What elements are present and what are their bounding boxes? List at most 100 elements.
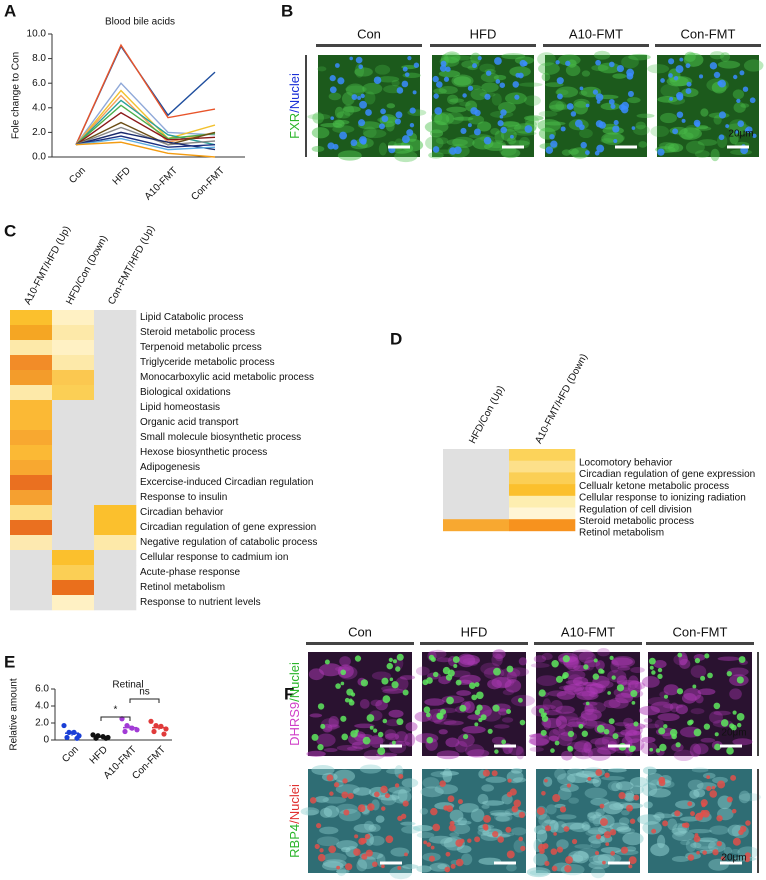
row-label: Response to insulin (140, 492, 227, 503)
data-point (74, 735, 80, 741)
texture (584, 703, 594, 716)
nucleus (506, 850, 515, 859)
texture (336, 745, 358, 751)
texture (436, 750, 460, 760)
texture (614, 722, 630, 727)
nucleus (596, 144, 605, 153)
texture (684, 51, 696, 62)
nucleus (329, 75, 336, 82)
nucleus (404, 852, 408, 857)
texture (357, 733, 373, 739)
texture (400, 821, 416, 826)
texture (453, 76, 472, 86)
nucleus (706, 775, 711, 780)
nucleus (716, 815, 723, 822)
nucleus (381, 864, 385, 869)
nucleus (518, 72, 524, 79)
nucleus (616, 684, 625, 692)
texture (515, 746, 525, 760)
texture (667, 143, 684, 153)
texture (672, 830, 695, 842)
line-series (75, 137, 216, 151)
data-point (122, 728, 128, 735)
texture (359, 764, 382, 774)
heatmap-cell (94, 535, 137, 551)
texture (575, 770, 597, 778)
nucleus (453, 663, 458, 668)
column-label: HFD/Con (Up) (467, 384, 507, 446)
texture (556, 814, 577, 820)
nucleus (739, 70, 745, 76)
texture (669, 702, 679, 713)
nucleus (736, 98, 741, 104)
texture (312, 112, 325, 124)
nucleus (630, 690, 638, 698)
nucleus (402, 689, 409, 696)
texture (524, 95, 541, 106)
nucleus (602, 860, 606, 865)
texture (632, 125, 650, 136)
nucleus (681, 118, 686, 123)
nucleus (317, 744, 324, 751)
texture (457, 653, 476, 668)
nucleus (499, 114, 504, 119)
nucleus (473, 128, 481, 136)
nucleus (485, 70, 492, 76)
nucleus (487, 728, 493, 734)
texture (638, 141, 648, 148)
heatmap-cell (94, 565, 137, 581)
heatmap-cell (52, 385, 95, 401)
nucleus (677, 652, 683, 658)
texture (567, 768, 585, 776)
significance-label: ns (139, 687, 150, 698)
nucleus (380, 785, 388, 794)
texture (511, 768, 523, 774)
nucleus (566, 783, 571, 788)
heatmap-cell (10, 355, 53, 371)
texture (467, 749, 490, 758)
texture (573, 100, 589, 115)
texture (579, 773, 601, 778)
nucleus (341, 733, 349, 741)
row-label: Regulation of cell division (579, 504, 692, 515)
texture (320, 718, 339, 731)
nucleus (585, 150, 590, 155)
texture (335, 869, 350, 874)
texture (513, 131, 537, 136)
texture (697, 688, 716, 696)
row-label: Organic acid transport (140, 417, 239, 428)
texture (643, 801, 653, 809)
y-tick-label: 4.0 (32, 102, 46, 113)
column-label: A10-FMT/HFD (Up) (22, 224, 73, 306)
nucleus (436, 81, 443, 88)
texture (709, 711, 723, 724)
texture (584, 701, 607, 714)
texture (506, 137, 517, 145)
texture (574, 844, 593, 849)
nucleus (545, 146, 554, 154)
nucleus (316, 823, 322, 829)
texture (487, 679, 502, 690)
texture (673, 749, 694, 762)
nucleus (633, 721, 639, 727)
texture (458, 803, 479, 813)
texture (362, 82, 383, 95)
nucleus (367, 803, 375, 811)
micrograph (537, 50, 655, 159)
nucleus (384, 793, 390, 799)
nucleus (679, 57, 684, 62)
nucleus (439, 708, 447, 715)
row-label: Locomotory behavior (579, 457, 673, 468)
nucleus (358, 837, 366, 845)
nucleus (599, 803, 605, 809)
micrograph (306, 652, 418, 760)
texture (528, 737, 549, 746)
nucleus (396, 718, 404, 726)
texture (470, 808, 485, 823)
nucleus (413, 62, 420, 68)
nucleus (340, 669, 347, 676)
texture (583, 742, 592, 754)
heatmap-cell (52, 520, 95, 536)
texture (576, 690, 599, 701)
nucleus (712, 849, 719, 856)
